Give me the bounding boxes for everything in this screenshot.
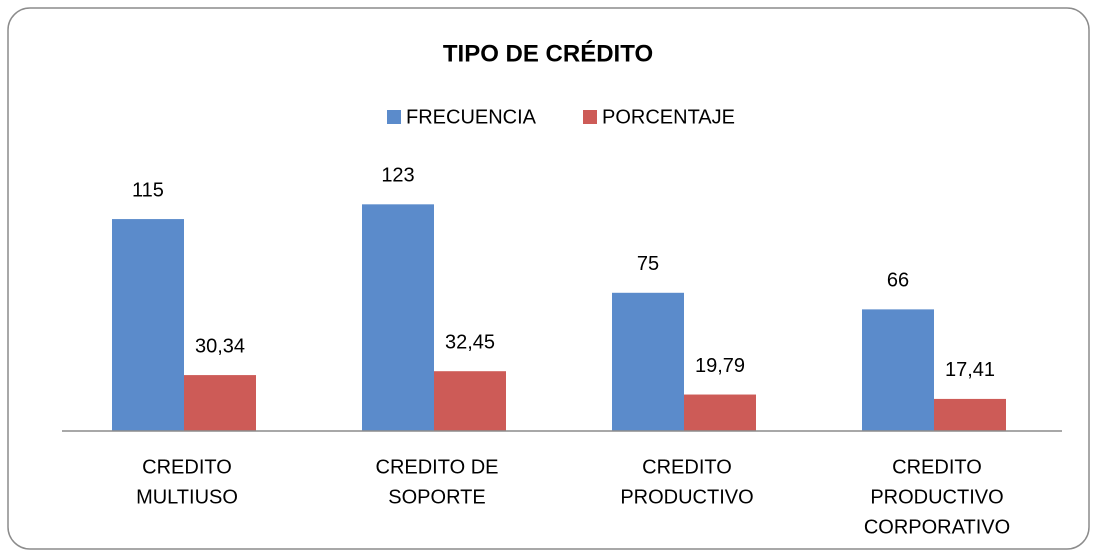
chart-title: TIPO DE CRÉDITO [443,39,653,67]
bar [684,394,756,431]
x-tick-label: PRODUCTIVO [620,486,753,508]
x-tick-label: CREDITO [892,456,982,478]
bar [612,292,684,431]
legend-swatch [387,110,401,124]
value-label: 66 [887,270,909,292]
x-tick-label: CREDITO DE [376,456,499,478]
value-label: 32,45 [445,331,495,353]
value-label: 17,41 [945,359,995,381]
x-tick-label: SOPORTE [388,486,485,508]
bar [862,309,934,431]
x-tick-label: MULTIUSO [136,486,238,508]
legend-label: PORCENTAJE [602,106,735,128]
legend-label: FRECUENCIA [406,106,537,128]
value-label: 123 [381,165,414,187]
bar [184,375,256,431]
bar [112,219,184,431]
value-label: 75 [637,253,659,275]
legend-swatch [583,110,597,124]
bar [362,204,434,431]
x-tick-label: PRODUCTIVO [870,486,1003,508]
value-label: 30,34 [195,335,245,357]
bar [934,398,1006,431]
value-label: 115 [132,179,164,201]
chart-frame [7,7,1090,550]
bar [434,371,506,431]
x-tick-label: CORPORATIVO [864,516,1010,538]
x-tick-label: CREDITO [642,456,732,478]
value-label: 19,79 [695,355,745,377]
x-tick-label: CREDITO [142,456,232,478]
